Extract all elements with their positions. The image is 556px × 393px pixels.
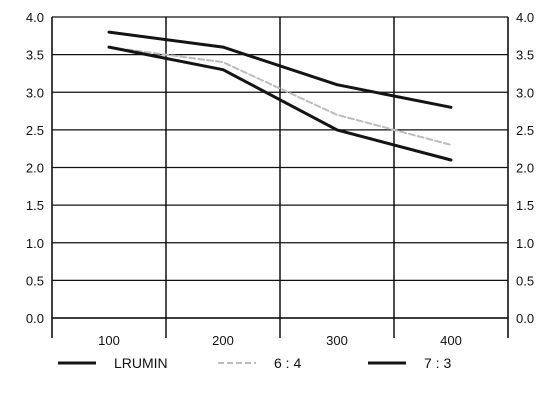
x-tick-label: 100 xyxy=(98,333,120,348)
legend-label: LRUMIN xyxy=(114,355,168,371)
series-line-1 xyxy=(107,30,453,109)
x-tick-label: 400 xyxy=(440,333,462,348)
y-tick-label-right: 1.5 xyxy=(516,198,534,213)
series-line-2 xyxy=(108,46,452,146)
y-tick-label-right: 3.0 xyxy=(516,85,534,100)
y-tick-label-left: 2.5 xyxy=(26,123,44,138)
x-tick-label: 200 xyxy=(212,333,234,348)
series-line-3 xyxy=(107,45,453,162)
y-tick-label-right: 0.0 xyxy=(516,311,534,326)
y-tick-label-right: 1.0 xyxy=(516,236,534,251)
y-tick-label-left: 2.0 xyxy=(26,161,44,176)
y-tick-label-right: 3.5 xyxy=(516,48,534,63)
legend: LRUMIN 6 : 4 7 : 3 xyxy=(58,355,451,371)
y-tick-label-right: 2.0 xyxy=(516,161,534,176)
y-tick-label-left: 3.0 xyxy=(26,85,44,100)
y-tick-label-left: 1.0 xyxy=(26,236,44,251)
y-tick-label-left: 0.0 xyxy=(26,311,44,326)
x-tick-labels: 100 200 300 400 xyxy=(98,333,462,348)
x-tick-label: 300 xyxy=(326,333,348,348)
y-tick-label-left: 1.5 xyxy=(26,198,44,213)
y-tick-label-right: 2.5 xyxy=(516,123,534,138)
y-tick-label-right: 4.0 xyxy=(516,10,534,25)
legend-label: 7 : 3 xyxy=(424,355,451,371)
legend-label: 6 : 4 xyxy=(274,355,301,371)
y-tick-labels-left: 0.0 0.5 1.0 1.5 2.0 2.5 3.0 3.5 4.0 xyxy=(26,10,44,326)
axes xyxy=(51,17,509,338)
y-tick-label-right: 0.5 xyxy=(516,273,534,288)
y-tick-label-left: 0.5 xyxy=(26,273,44,288)
y-tick-label-left: 4.0 xyxy=(26,10,44,25)
y-tick-labels-right: 0.0 0.5 1.0 1.5 2.0 2.5 3.0 3.5 4.0 xyxy=(516,10,534,326)
grid xyxy=(52,16,508,338)
series-lines xyxy=(107,30,453,162)
y-tick-label-left: 3.5 xyxy=(26,48,44,63)
